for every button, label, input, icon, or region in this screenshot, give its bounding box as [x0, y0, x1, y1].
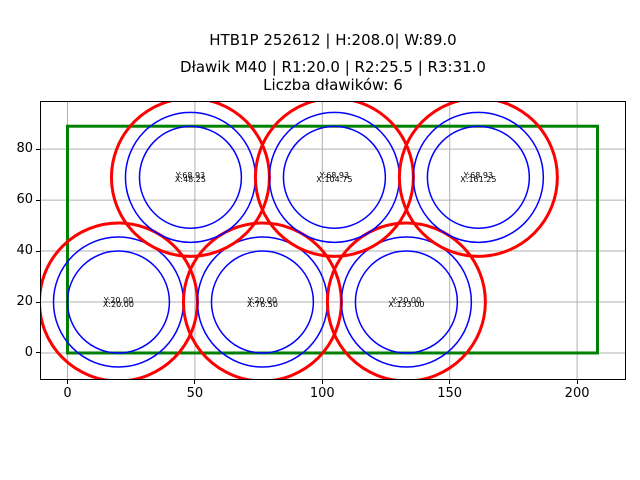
y-tick-mark	[36, 148, 40, 150]
y-tick-label: 0	[24, 344, 33, 360]
x-tick-label: 200	[564, 386, 590, 401]
figure-suptitle: HTB1P 252612 | H:208.0| W:89.0	[209, 31, 457, 49]
plot-area: Y:20.00 X:20.00 Y:20.00 X:76.50 Y:20.00 X:133…	[40, 101, 626, 380]
gland-circle-r1	[210, 250, 315, 354]
y-tick-label: 80	[16, 141, 33, 157]
x-tick-label: 50	[186, 386, 204, 401]
x-tick-mark	[449, 380, 451, 384]
y-tick-mark	[36, 352, 40, 354]
y-tick-label: 40	[16, 243, 33, 259]
gland-circle-r1	[138, 125, 243, 230]
y-tick-mark	[36, 250, 40, 252]
gland-circle-r1	[354, 250, 459, 354]
axes-title-line2: Liczba dławików: 6	[263, 76, 403, 94]
x-tick-label: 150	[437, 386, 463, 401]
plot-svg	[41, 102, 625, 379]
gland-circle-r2	[268, 111, 401, 244]
gland-circle-r3	[41, 221, 199, 379]
x-tick-label: 100	[309, 386, 335, 401]
y-tick-label: 20	[16, 294, 33, 310]
gland-circle-r1	[282, 125, 387, 230]
x-tick-mark	[321, 380, 323, 384]
x-tick-mark	[66, 380, 68, 384]
x-tick-mark	[576, 380, 578, 384]
gland-circle-r1	[426, 125, 531, 230]
x-tick-label: 0	[63, 386, 72, 401]
gland-circle-r3	[325, 221, 487, 379]
axes-title-line1: Dławik M40 | R1:20.0 | R2:25.5 | R3:31.0	[180, 58, 486, 76]
enclosure-rectangle	[65, 124, 599, 355]
gland-circle-r2	[412, 111, 545, 244]
gland-circle-r3	[181, 221, 343, 379]
gland-circle-r1	[66, 250, 171, 354]
gland-circle-r2	[124, 111, 257, 244]
y-tick-mark	[36, 301, 40, 303]
gland-circle-r3	[397, 102, 559, 258]
y-tick-mark	[36, 199, 40, 201]
x-tick-mark	[194, 380, 196, 384]
gland-circle-r2	[340, 236, 473, 368]
y-tick-label: 60	[16, 192, 33, 208]
